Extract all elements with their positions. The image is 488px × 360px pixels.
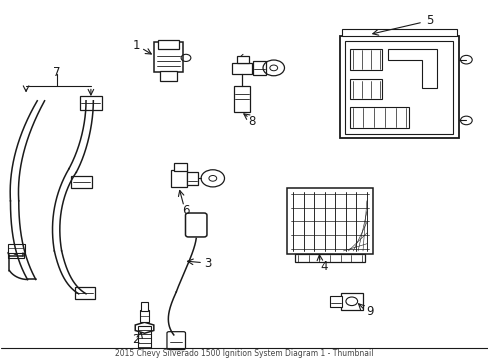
Bar <box>339 36 458 138</box>
Bar <box>349 79 381 99</box>
Bar <box>7 244 24 253</box>
Bar <box>252 61 266 75</box>
Bar <box>232 63 251 74</box>
Bar <box>340 293 362 310</box>
Bar <box>173 163 187 171</box>
Text: 3: 3 <box>204 257 211 270</box>
FancyBboxPatch shape <box>185 213 206 237</box>
Bar <box>80 96 102 110</box>
Bar <box>233 86 250 112</box>
Bar <box>158 40 178 49</box>
Bar <box>349 107 408 127</box>
Text: 9: 9 <box>366 305 373 318</box>
Bar <box>8 251 23 258</box>
Bar <box>140 310 149 323</box>
Bar <box>237 56 249 63</box>
Bar <box>138 326 151 348</box>
Bar <box>186 172 197 185</box>
Text: 2015 Chevy Silverado 1500 Ignition System Diagram 1 - Thumbnail: 2015 Chevy Silverado 1500 Ignition Syste… <box>115 349 373 358</box>
Text: 4: 4 <box>320 261 327 274</box>
Bar <box>341 29 456 36</box>
Bar <box>75 287 95 299</box>
Text: 6: 6 <box>182 204 189 217</box>
Bar <box>294 254 365 262</box>
Text: 8: 8 <box>248 115 255 128</box>
Bar <box>349 49 381 71</box>
Text: 1: 1 <box>132 39 140 52</box>
Bar <box>141 302 148 311</box>
FancyBboxPatch shape <box>166 332 185 350</box>
Text: 7: 7 <box>53 66 61 79</box>
Bar <box>71 176 92 188</box>
Text: 2: 2 <box>132 333 140 346</box>
Bar <box>330 296 341 307</box>
Bar <box>154 42 182 72</box>
Bar <box>345 41 452 134</box>
Bar <box>160 71 176 81</box>
Bar <box>287 188 372 255</box>
Bar <box>171 171 186 186</box>
Text: 5: 5 <box>425 14 432 27</box>
